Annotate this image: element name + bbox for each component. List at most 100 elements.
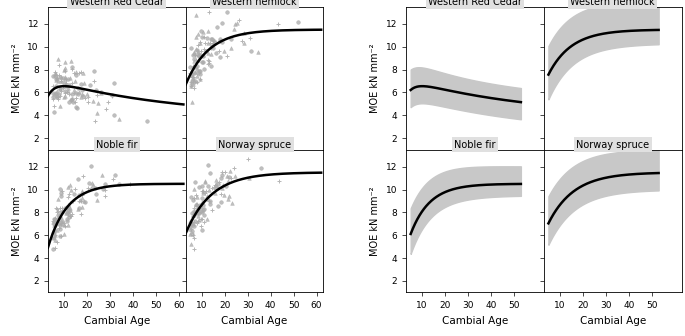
Point	[208, 184, 219, 190]
Point	[197, 52, 208, 57]
Point	[51, 83, 62, 89]
Point	[187, 72, 198, 77]
Point	[187, 220, 198, 226]
Point	[92, 110, 103, 116]
Title: Western Red Cedar: Western Red Cedar	[70, 0, 164, 7]
Point	[253, 49, 264, 55]
Point	[79, 199, 90, 205]
Point	[216, 172, 227, 178]
Point	[190, 212, 201, 217]
Point	[217, 185, 228, 191]
Point	[203, 10, 214, 15]
Point	[188, 81, 199, 86]
Point	[213, 182, 224, 187]
Point	[197, 216, 208, 221]
Point	[90, 191, 101, 197]
Point	[66, 96, 77, 101]
Point	[68, 88, 79, 93]
Point	[51, 76, 62, 82]
Point	[63, 85, 74, 90]
Point	[225, 46, 236, 51]
Point	[51, 217, 62, 223]
Point	[209, 38, 220, 44]
Point	[199, 66, 210, 72]
Point	[188, 187, 199, 192]
Point	[221, 53, 232, 58]
Point	[58, 85, 68, 91]
Point	[65, 97, 76, 102]
Point	[48, 219, 59, 225]
Point	[206, 43, 217, 49]
Point	[60, 74, 71, 80]
Point	[185, 226, 196, 231]
Point	[274, 178, 285, 184]
Point	[187, 210, 198, 216]
Point	[52, 75, 63, 81]
Point	[48, 218, 59, 224]
Point	[72, 176, 83, 181]
Point	[77, 189, 88, 194]
Point	[54, 74, 65, 79]
Point	[53, 78, 64, 83]
Point	[49, 70, 60, 76]
Point	[197, 188, 208, 194]
Point	[48, 109, 59, 115]
Point	[78, 174, 89, 179]
Point	[197, 205, 208, 211]
Point	[225, 169, 236, 174]
Point	[186, 71, 197, 76]
Point	[186, 74, 197, 79]
Point	[195, 216, 206, 222]
Point	[195, 76, 206, 82]
Point	[66, 91, 77, 97]
Point	[191, 34, 202, 39]
Point	[49, 234, 60, 240]
Point	[70, 99, 81, 105]
Point	[194, 217, 205, 223]
Point	[215, 199, 226, 204]
Point	[65, 207, 76, 213]
Point	[190, 57, 201, 63]
Point	[192, 194, 203, 200]
Point	[200, 179, 211, 185]
Point	[206, 45, 216, 50]
Point	[100, 187, 111, 193]
Point	[53, 220, 64, 226]
Point	[74, 197, 85, 202]
Point	[206, 185, 217, 191]
Point	[226, 175, 237, 180]
Point	[57, 208, 68, 213]
Title: Western hemlock: Western hemlock	[571, 0, 655, 7]
Point	[202, 57, 213, 62]
Point	[107, 92, 118, 98]
Point	[192, 204, 203, 209]
Point	[212, 184, 223, 190]
Point	[197, 207, 208, 212]
Point	[199, 212, 210, 217]
Point	[68, 70, 79, 76]
Point	[238, 30, 249, 36]
Point	[187, 232, 198, 238]
Point	[59, 223, 70, 229]
Point	[91, 93, 102, 98]
Point	[201, 48, 212, 53]
Point	[55, 88, 66, 94]
Point	[49, 91, 60, 97]
Point	[192, 214, 203, 219]
Point	[71, 95, 82, 101]
Point	[186, 228, 197, 234]
Point	[188, 50, 199, 56]
Point	[227, 201, 238, 206]
Point	[50, 77, 61, 83]
Point	[61, 84, 72, 89]
Point	[189, 179, 200, 184]
Point	[64, 213, 75, 219]
Point	[60, 76, 71, 81]
Point	[73, 91, 84, 97]
Point	[71, 73, 82, 78]
Point	[223, 196, 234, 202]
Point	[188, 76, 199, 81]
Point	[203, 162, 214, 167]
Point	[189, 220, 200, 225]
Point	[203, 197, 214, 202]
